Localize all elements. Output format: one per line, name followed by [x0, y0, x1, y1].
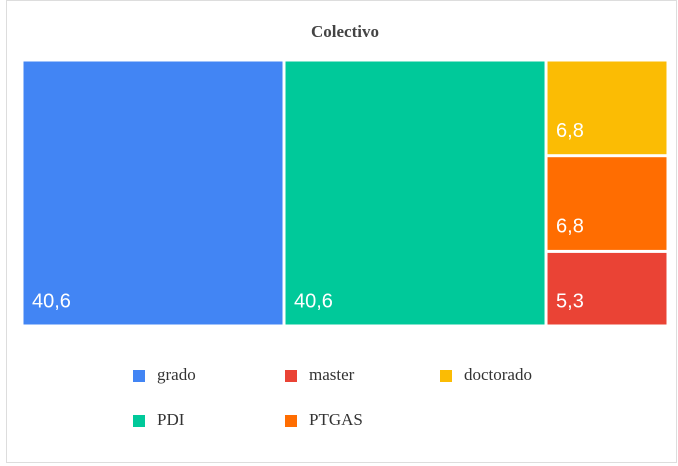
legend-label: grado [157, 365, 196, 384]
legend-label: master [309, 365, 355, 384]
legend-swatch [133, 415, 145, 427]
treemap-cell [547, 61, 667, 155]
legend-swatch [133, 370, 145, 382]
legend-label: PTGAS [309, 410, 363, 429]
treemap-cell [23, 61, 283, 325]
legend-swatch [285, 370, 297, 382]
value-label: 6,8 [556, 120, 584, 142]
chart-title: Colectivo [311, 22, 379, 41]
value-label: 5,3 [556, 290, 584, 312]
value-label: 6,8 [556, 216, 584, 238]
value-label: 40,6 [294, 290, 333, 312]
legend-label: doctorado [464, 365, 532, 384]
treemap-cell [547, 157, 667, 250]
legend-swatch [285, 415, 297, 427]
legend-swatch [440, 370, 452, 382]
treemap-cell [285, 61, 545, 325]
legend-label: PDI [157, 410, 185, 429]
treemap-cell [547, 252, 667, 325]
value-label: 40,6 [32, 290, 71, 312]
